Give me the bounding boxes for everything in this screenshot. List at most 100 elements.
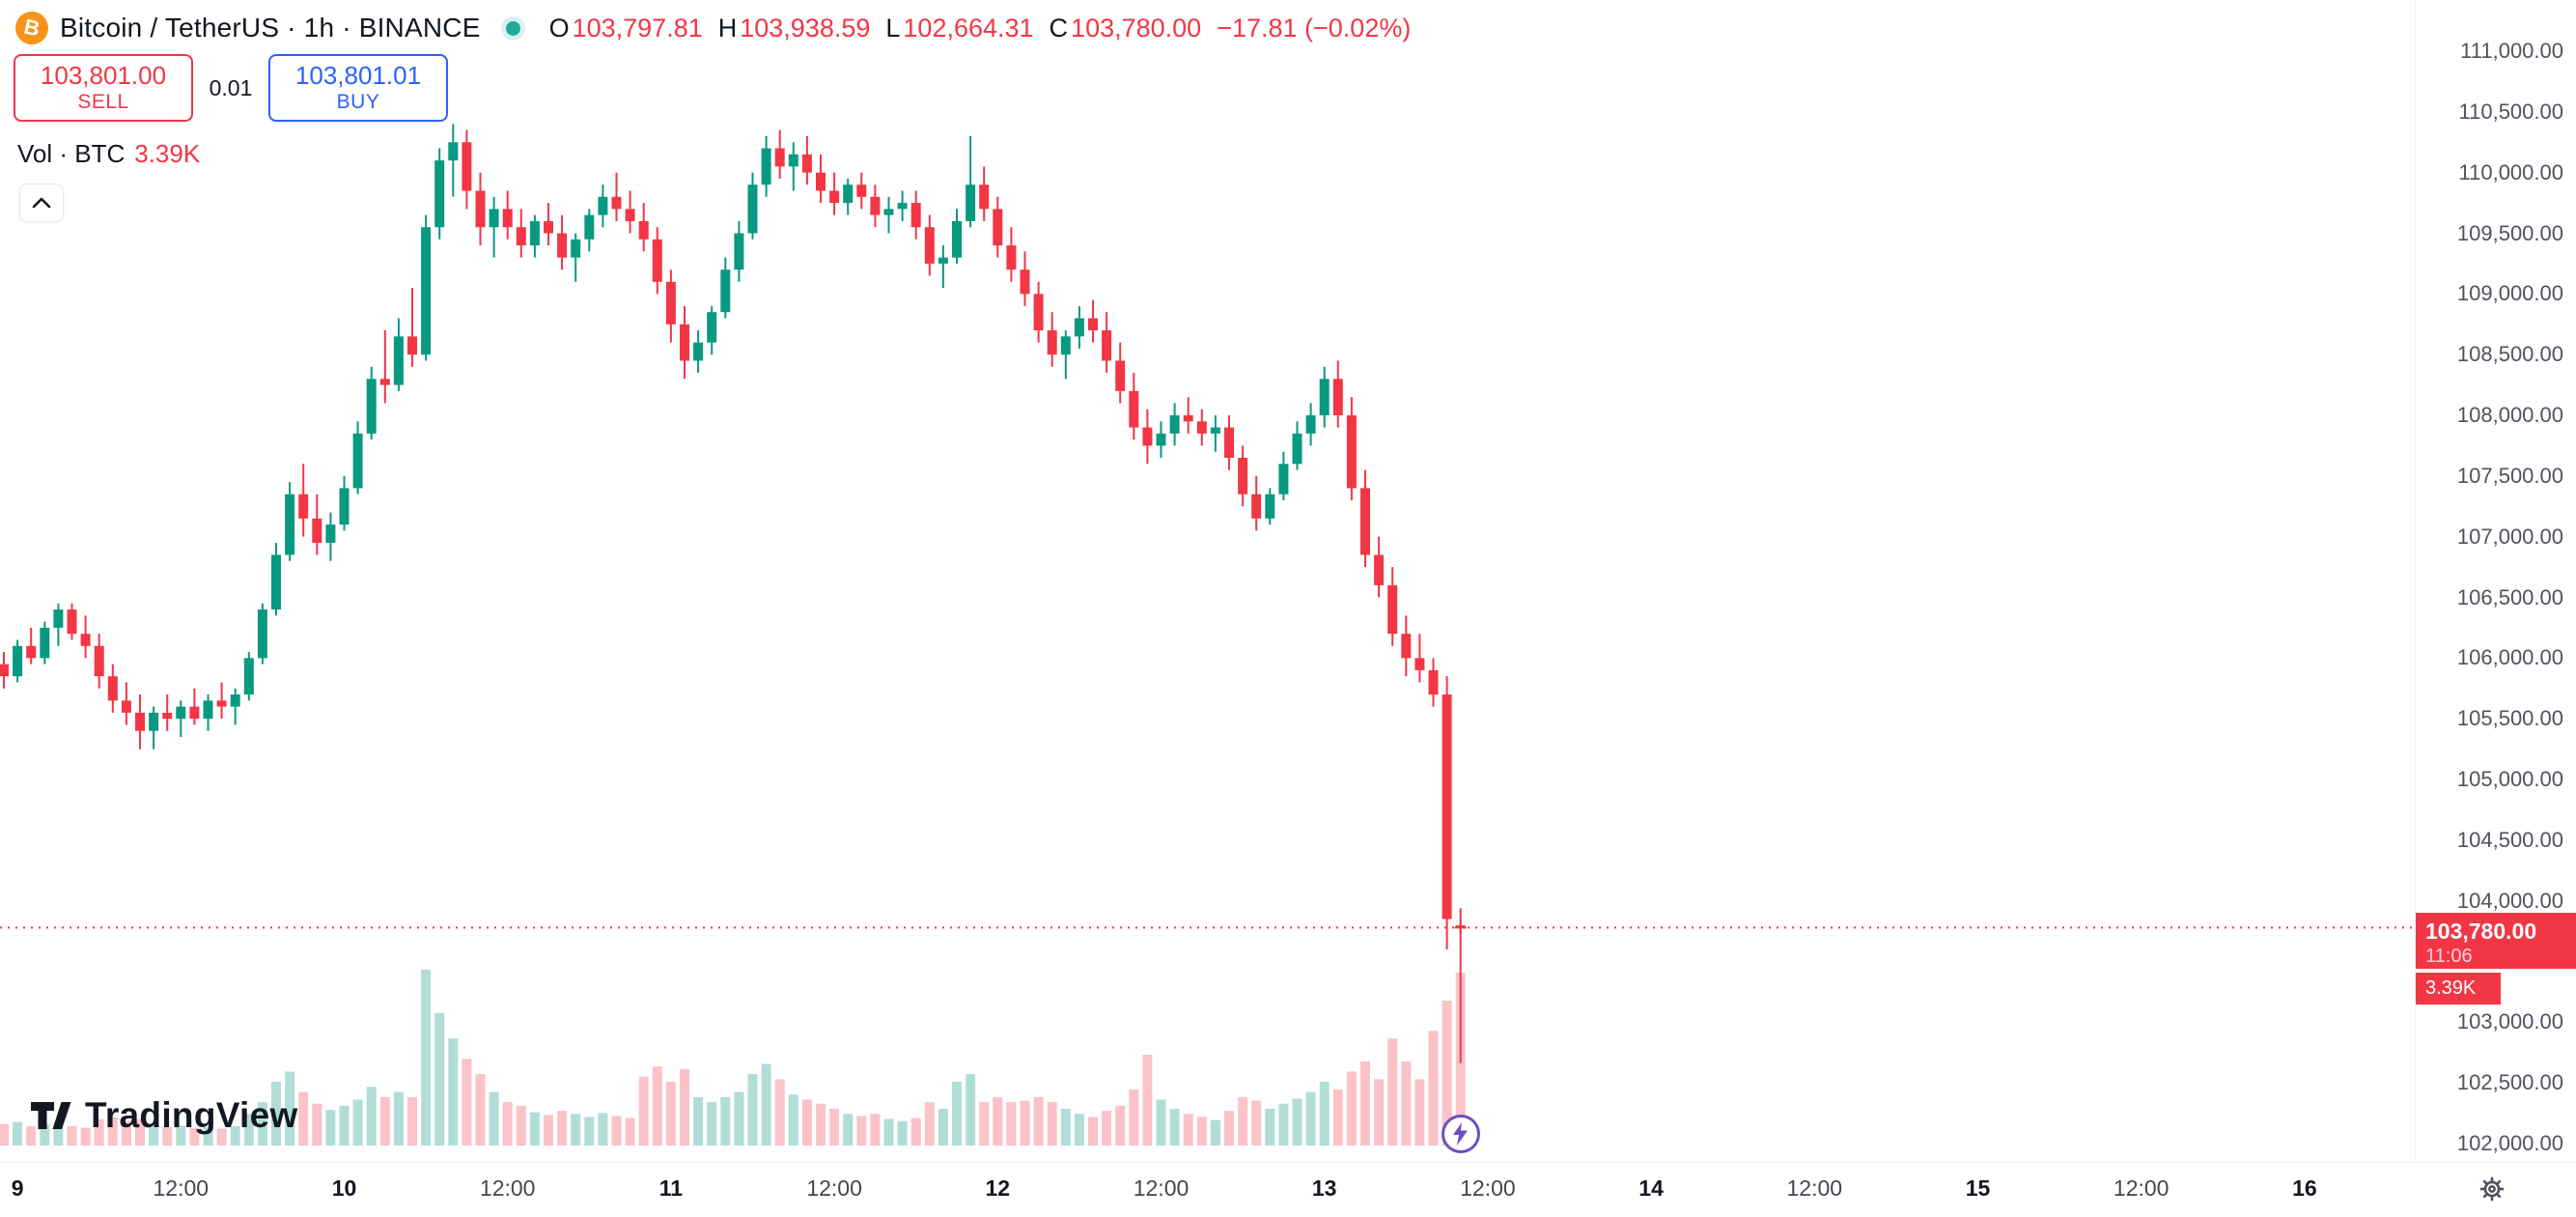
volume-bar: [257, 1102, 267, 1146]
volume-bar: [747, 1074, 758, 1146]
market-status-dot[interactable]: [505, 20, 520, 36]
candle-body: [693, 342, 704, 361]
candle-body: [652, 239, 662, 282]
volume-bar: [952, 1082, 962, 1146]
volume-bar: [271, 1082, 281, 1146]
volume-bar: [135, 1118, 145, 1146]
volume-bar: [1292, 1098, 1302, 1146]
volume-bar: [856, 1116, 867, 1146]
volume-bar: [529, 1112, 540, 1146]
close-label: C: [1049, 13, 1069, 42]
candle-body: [1210, 427, 1220, 434]
candle-body: [366, 379, 377, 434]
time-axis-label: 13: [1311, 1175, 1337, 1201]
candle-body: [502, 209, 513, 228]
collapse-panel-button[interactable]: [19, 184, 64, 222]
candle-body: [475, 190, 486, 228]
volume-bar: [924, 1102, 935, 1146]
volume-bar: [1387, 1038, 1398, 1146]
volume-indicator-row: Vol · BTC 3.39K: [17, 139, 200, 169]
volume-bar: [26, 1125, 37, 1146]
buy-label: BUY: [336, 91, 380, 113]
volume-bar: [393, 1091, 404, 1146]
candle-body: [216, 700, 227, 707]
candle-body: [448, 142, 459, 161]
volume-bar: [1006, 1102, 1017, 1146]
volume-bar: [707, 1102, 717, 1146]
candle-body: [339, 488, 350, 525]
settings-gear-icon: [2479, 1176, 2505, 1202]
candle-body: [434, 160, 445, 228]
volume-bar: [993, 1096, 1003, 1146]
symbol-header: B Bitcoin / TetherUS · 1h · BINANCE O 103…: [15, 12, 1411, 44]
high-value: 103,938.59: [740, 13, 871, 42]
candle-body: [734, 233, 744, 270]
volume-bar: [1401, 1061, 1412, 1146]
candle-body: [979, 184, 990, 210]
candle-body: [149, 712, 159, 731]
candle-body: [176, 706, 186, 720]
chevron-up-icon: [32, 197, 51, 209]
volume-bar: [230, 1125, 240, 1146]
candle-body: [1020, 269, 1030, 295]
volume-bar: [1169, 1108, 1180, 1146]
time-axis-label: 12:00: [1786, 1175, 1843, 1201]
volume-bar: [448, 1038, 459, 1146]
candle-body: [1088, 318, 1098, 331]
time-axis-label: 12:00: [1133, 1175, 1190, 1201]
candle-body: [625, 209, 635, 221]
candle-body: [1387, 584, 1398, 635]
tradingview-attribution[interactable]: TradingView: [29, 1095, 298, 1136]
candle-body: [230, 694, 240, 707]
sell-button[interactable]: 103,801.00 SELL: [14, 54, 193, 122]
volume-bar: [584, 1117, 595, 1146]
volume-bar: [1047, 1102, 1057, 1146]
open-value: 103,797.81: [572, 13, 703, 42]
candle-body: [107, 676, 118, 701]
instant-trading-button[interactable]: [1442, 1115, 1480, 1153]
volume-bar: [1156, 1099, 1166, 1146]
volume-bar: [516, 1105, 526, 1146]
volume-bar: [571, 1114, 581, 1146]
candle-body: [489, 209, 499, 228]
volume-bar: [1033, 1096, 1044, 1146]
candle-body: [257, 609, 267, 659]
volume-bar: [339, 1105, 350, 1146]
buy-button[interactable]: 103,801.01 BUY: [268, 54, 448, 122]
time-axis-label: 12:00: [153, 1175, 210, 1201]
candle-body: [1047, 330, 1057, 355]
volume-bar: [680, 1068, 689, 1146]
candle-body: [67, 609, 77, 635]
price-axis-label: 104,500.00: [2456, 827, 2563, 852]
price-axis-label: 109,000.00: [2456, 281, 2563, 306]
candle-body: [1428, 669, 1439, 695]
candle-body: [285, 494, 295, 555]
volume-bar: [598, 1113, 608, 1146]
candle-body: [924, 227, 935, 264]
volume-bar: [665, 1082, 676, 1146]
settings-gear-button[interactable]: [2478, 1175, 2506, 1203]
volume-bar: [189, 1128, 200, 1146]
open-label: O: [548, 13, 570, 42]
volume-bar: [801, 1099, 812, 1146]
candle-body: [325, 524, 336, 543]
time-axis[interactable]: 9 12:00 10 12:00 11 12:00 12 12:00 13 12:00 14 12:0…: [0, 1162, 2576, 1217]
candle-body: [1319, 379, 1330, 415]
candle-body: [189, 706, 200, 720]
volume-bar: [1319, 1082, 1330, 1146]
bitcoin-icon: B: [15, 12, 48, 44]
time-axis-label: 14: [1638, 1175, 1664, 1201]
volume-tag: 3.39K: [2416, 973, 2502, 1005]
volume-bar: [434, 1012, 445, 1146]
symbol-title[interactable]: Bitcoin / TetherUS · 1h · BINANCE: [60, 13, 481, 42]
volume-bar: [1414, 1079, 1425, 1146]
candle-body: [720, 269, 731, 313]
price-axis-label: 107,000.00: [2456, 524, 2563, 549]
candlestick-chart[interactable]: [0, 0, 2415, 1162]
volume-bar: [652, 1066, 662, 1146]
candle-body: [94, 645, 104, 677]
volume-bar: [1278, 1103, 1289, 1146]
candle-body: [529, 220, 540, 246]
time-axis-label: 16: [2292, 1175, 2317, 1201]
trade-widget: 103,801.00 SELL 0.01 103,801.01 BUY: [14, 54, 448, 122]
